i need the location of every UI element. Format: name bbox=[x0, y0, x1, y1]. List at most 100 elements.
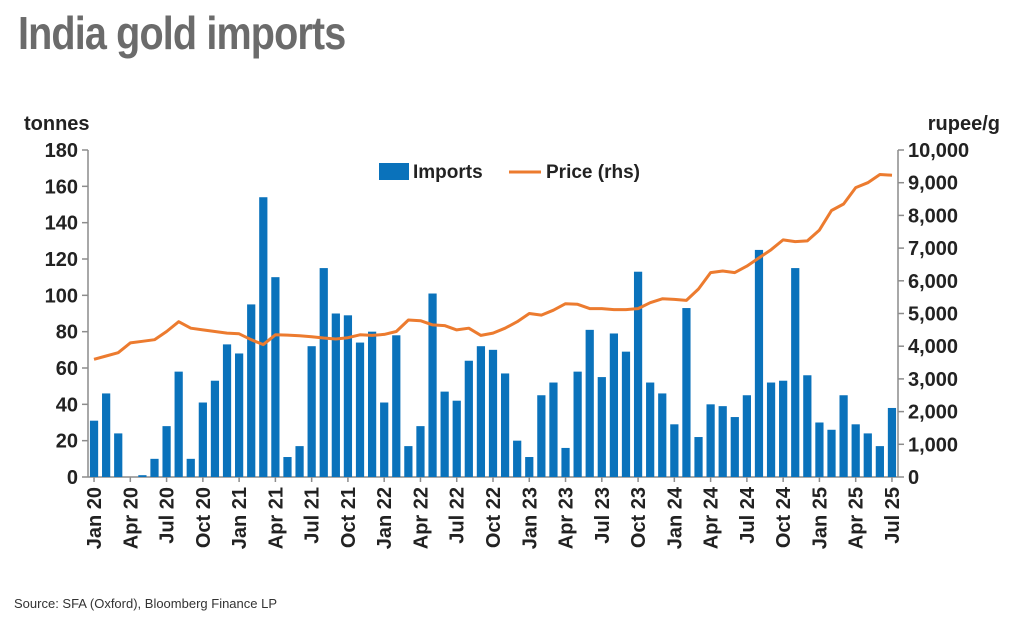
imports-bar bbox=[295, 446, 304, 477]
imports-bar bbox=[452, 400, 461, 477]
imports-bar bbox=[730, 417, 739, 477]
imports-bar bbox=[150, 458, 159, 477]
imports-bar bbox=[766, 382, 776, 477]
imports-bar bbox=[839, 395, 848, 477]
imports-bar bbox=[585, 329, 594, 477]
x-tick-label: Jul 23 bbox=[592, 487, 614, 544]
imports-bar bbox=[621, 351, 631, 477]
imports-bar bbox=[718, 406, 727, 477]
imports-bar bbox=[404, 446, 413, 477]
left-tick-label: 80 bbox=[56, 322, 78, 344]
imports-bar bbox=[210, 380, 220, 477]
x-tick-label: Jan 25 bbox=[809, 487, 831, 549]
right-tick-label: 10,000 bbox=[908, 140, 969, 162]
left-tick-label: 180 bbox=[45, 140, 78, 162]
imports-bar bbox=[367, 331, 377, 477]
imports-bar bbox=[851, 424, 860, 477]
x-tick-label: Oct 22 bbox=[483, 487, 505, 548]
price-line bbox=[93, 173, 893, 361]
imports-bar bbox=[476, 346, 486, 477]
x-tick-label: Apr 25 bbox=[846, 487, 868, 549]
imports-bar bbox=[162, 426, 171, 477]
imports-bar bbox=[307, 346, 316, 477]
x-tick-label: Oct 23 bbox=[628, 487, 650, 548]
imports-bar bbox=[343, 315, 353, 477]
right-tick-label: 2,000 bbox=[908, 402, 958, 424]
imports-bar bbox=[658, 393, 667, 477]
x-tick-label: Jan 24 bbox=[664, 486, 686, 549]
x-tick-label: Apr 21 bbox=[265, 487, 287, 549]
x-tick-label: Jul 25 bbox=[882, 487, 904, 544]
x-tick-label: Apr 22 bbox=[410, 487, 432, 549]
x-tick-label: Oct 24 bbox=[773, 486, 795, 548]
imports-bar bbox=[561, 447, 570, 477]
imports-bars bbox=[89, 197, 897, 477]
x-tick-label: Jul 20 bbox=[157, 487, 179, 544]
imports-bar bbox=[670, 424, 679, 477]
imports-bar bbox=[803, 375, 812, 477]
x-tick-label: Jan 23 bbox=[519, 487, 541, 549]
source-note: Source: SFA (Oxford), Bloomberg Finance … bbox=[14, 596, 278, 611]
left-tick-label: 40 bbox=[56, 394, 78, 416]
imports-bar bbox=[271, 277, 280, 477]
imports-bar bbox=[682, 308, 691, 477]
right-tick-label: 6,000 bbox=[908, 271, 958, 293]
right-tick-label: 9,000 bbox=[908, 173, 958, 195]
legend: Imports Price (rhs) bbox=[379, 162, 640, 183]
imports-bar bbox=[331, 313, 340, 477]
left-tick-label: 140 bbox=[45, 213, 78, 235]
imports-bar bbox=[815, 422, 824, 477]
legend-label-imports: Imports bbox=[413, 162, 483, 183]
imports-bar bbox=[198, 402, 207, 477]
right-tick-label: 4,000 bbox=[908, 336, 958, 358]
right-tick-label: 5,000 bbox=[908, 304, 958, 326]
x-tick-label: Jan 20 bbox=[84, 487, 106, 549]
imports-bar bbox=[500, 373, 510, 477]
left-tick-label: 60 bbox=[56, 358, 78, 380]
imports-bar bbox=[742, 395, 751, 477]
imports-bar bbox=[513, 440, 522, 477]
imports-bar bbox=[694, 437, 703, 477]
imports-bar bbox=[380, 402, 389, 477]
legend-swatch-imports bbox=[379, 163, 409, 180]
imports-bar bbox=[186, 458, 195, 477]
imports-bar bbox=[706, 404, 715, 477]
imports-bar bbox=[464, 360, 473, 477]
left-tick-label: 120 bbox=[45, 249, 78, 271]
right-tick-label: 3,000 bbox=[908, 369, 958, 391]
left-tick-label: 0 bbox=[67, 467, 78, 489]
imports-bar bbox=[597, 377, 606, 477]
imports-bar bbox=[875, 446, 884, 477]
imports-bar bbox=[102, 393, 111, 477]
left-tick-label: 100 bbox=[45, 285, 78, 307]
x-tick-label: Jul 22 bbox=[447, 487, 469, 544]
imports-bar bbox=[89, 420, 99, 477]
imports-bar bbox=[416, 426, 425, 477]
imports-bar bbox=[247, 304, 256, 477]
imports-bar bbox=[791, 268, 800, 477]
imports-bar bbox=[646, 382, 655, 477]
x-tick-label: Jan 21 bbox=[229, 487, 251, 549]
imports-bar bbox=[549, 382, 558, 477]
imports-bar bbox=[887, 407, 897, 477]
imports-bar bbox=[259, 197, 268, 477]
chart-title: India gold imports bbox=[18, 7, 346, 59]
imports-bar bbox=[779, 380, 788, 477]
imports-bar bbox=[174, 371, 183, 477]
x-tick-label: Oct 21 bbox=[338, 487, 360, 548]
imports-bar bbox=[319, 268, 328, 477]
right-tick-label: 7,000 bbox=[908, 238, 958, 260]
imports-bar bbox=[537, 395, 546, 477]
imports-bar bbox=[440, 391, 449, 477]
left-tick-label: 20 bbox=[56, 431, 78, 453]
imports-bar bbox=[283, 457, 292, 477]
x-tick-label: Apr 20 bbox=[120, 487, 142, 549]
legend-label-price: Price (rhs) bbox=[546, 162, 640, 183]
imports-bar bbox=[633, 271, 643, 477]
imports-bar bbox=[235, 353, 244, 477]
left-axis-unit: tonnes bbox=[24, 113, 90, 135]
imports-bar bbox=[609, 333, 619, 477]
imports-bar bbox=[525, 457, 534, 477]
axes: 0 20 40 60 80 100 120 140 160 180 0 1,000 2,000 3,000… bbox=[45, 140, 970, 549]
